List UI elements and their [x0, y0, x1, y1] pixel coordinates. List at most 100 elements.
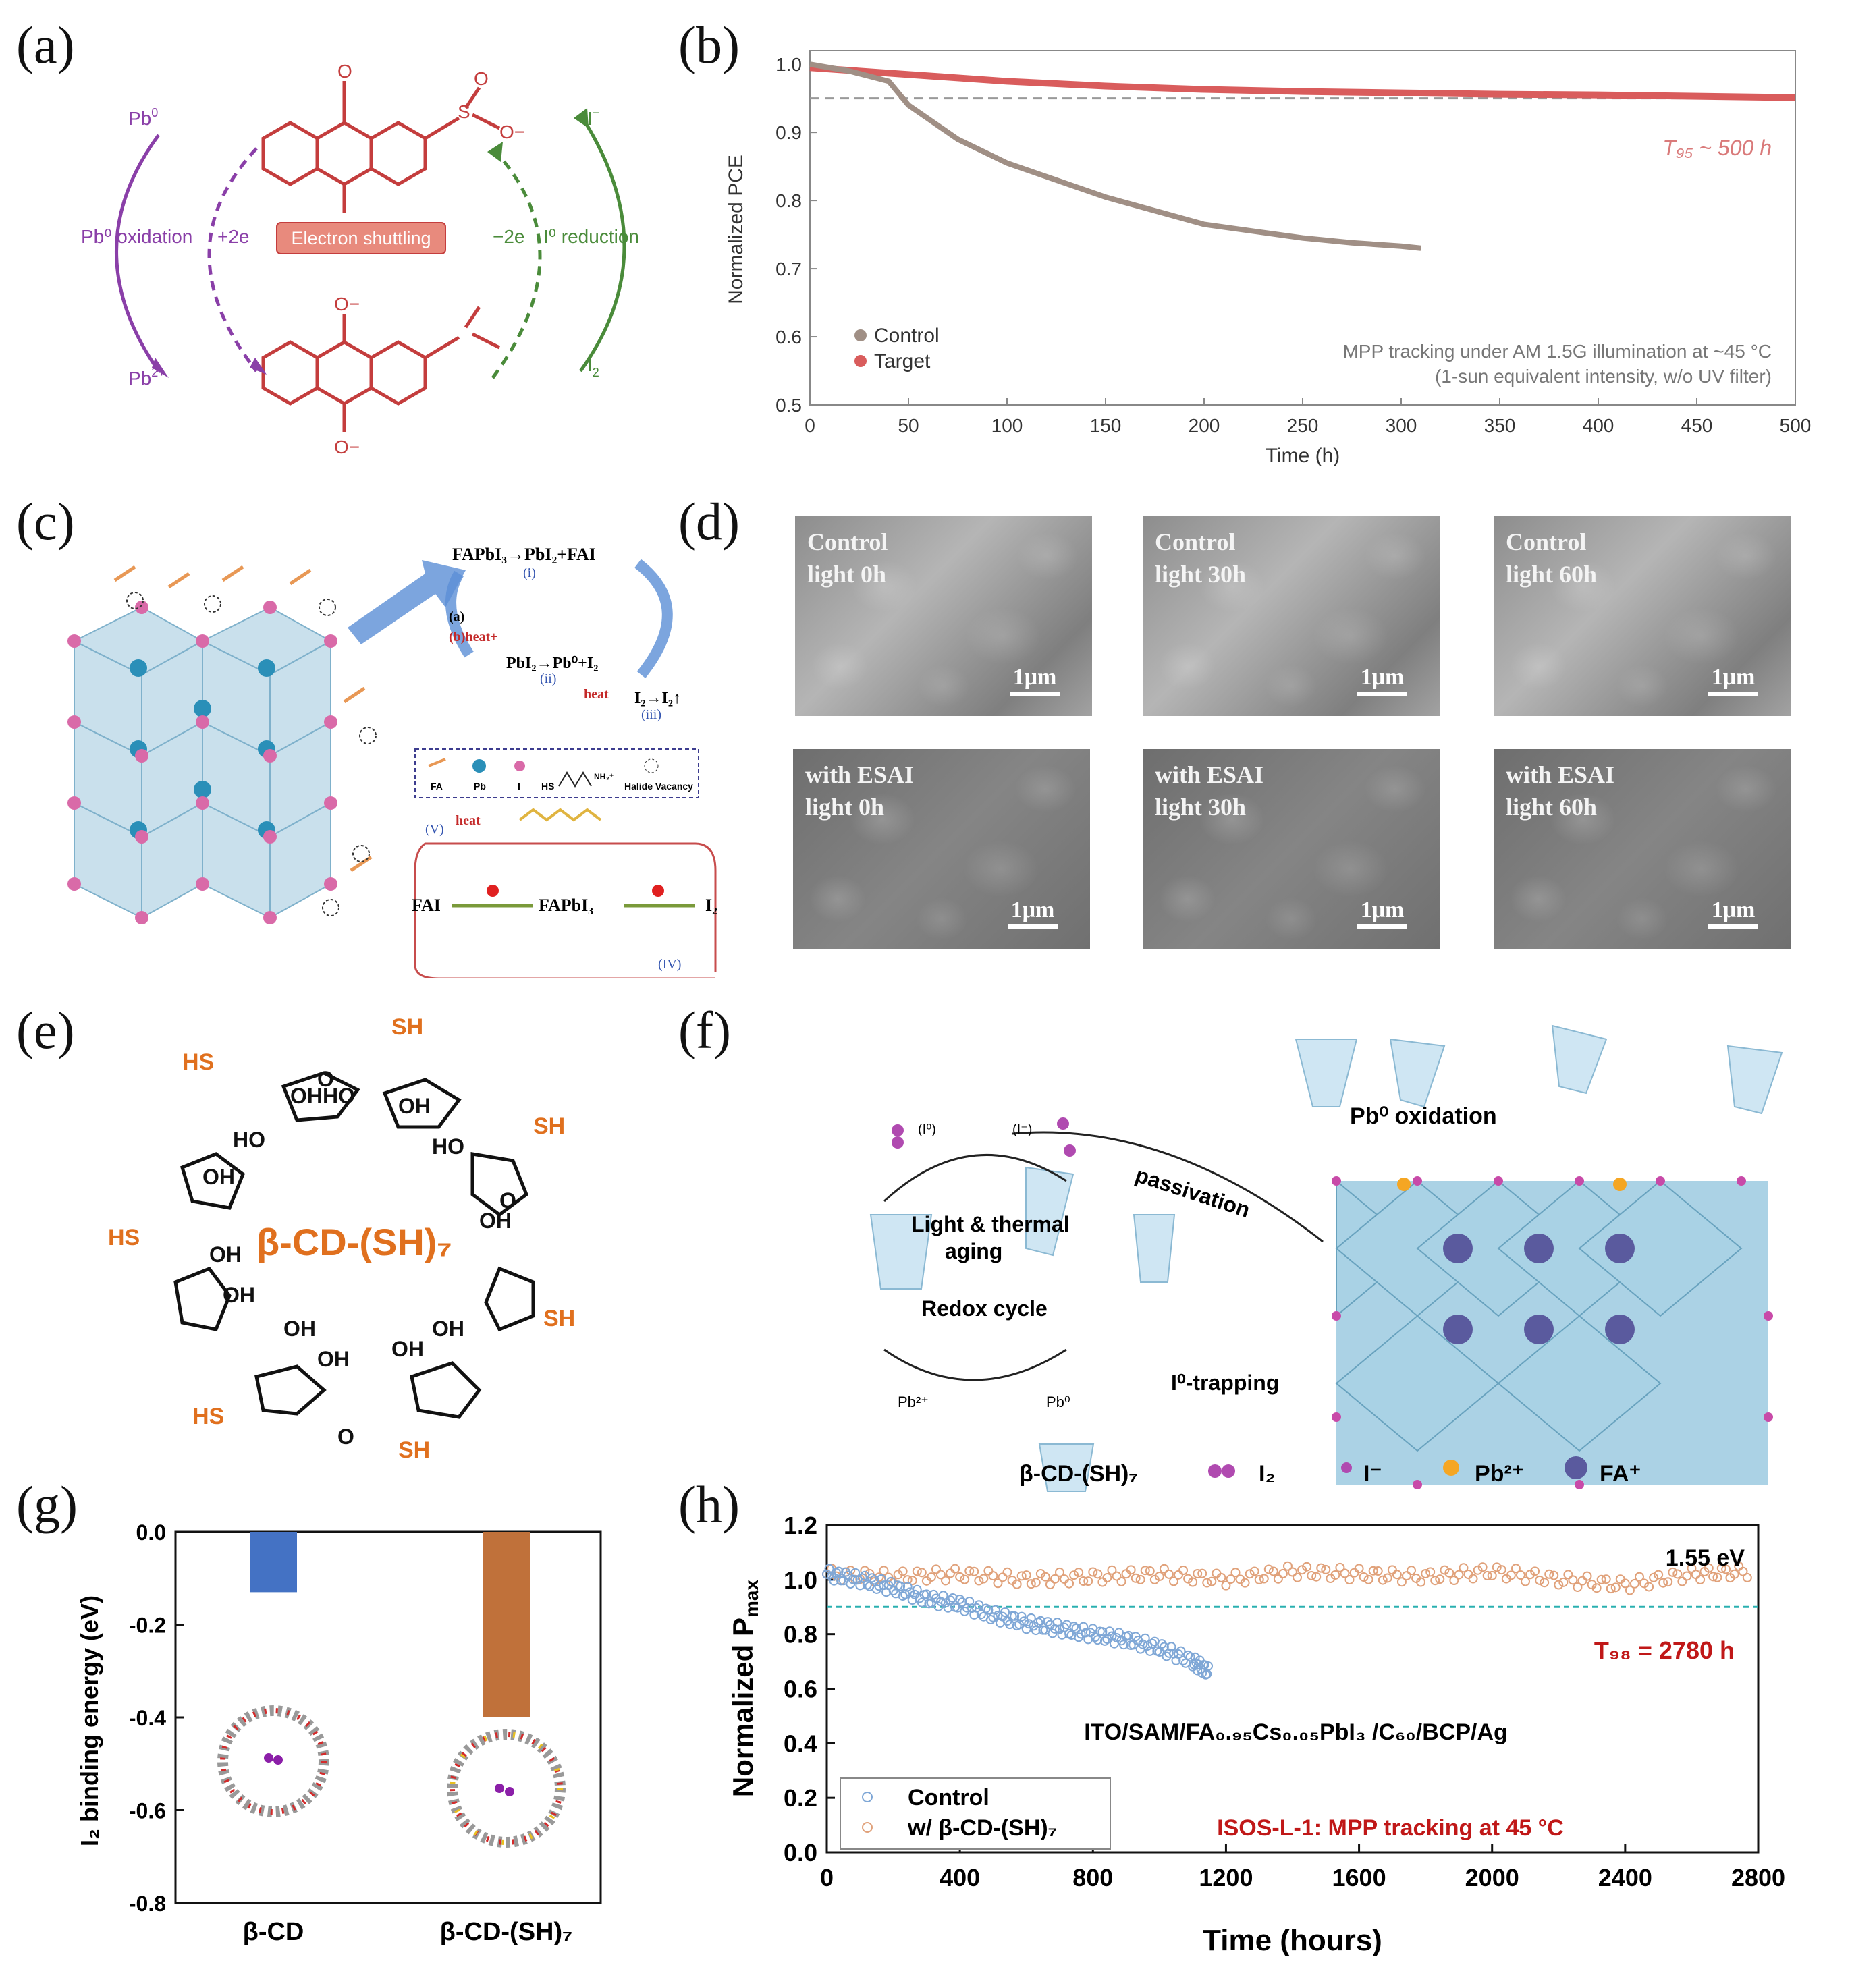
y-tick-label: 0.6 [776, 327, 802, 348]
legend-control-label: Control [908, 1785, 989, 1811]
data-point [1601, 1574, 1611, 1584]
data-point [1378, 1575, 1388, 1585]
data-point [1202, 1578, 1212, 1588]
iminus-label: (I⁻) [1012, 1122, 1032, 1137]
data-point [931, 1564, 941, 1574]
sh-label: SH [398, 1437, 430, 1463]
i0-label: (I⁰) [918, 1122, 936, 1137]
sh-label: SH [543, 1306, 575, 1331]
o-minus-bottom-label: O− [334, 437, 360, 458]
x-tick-label: 100 [991, 415, 1023, 436]
data-point [1185, 1652, 1195, 1662]
so3-ominus-label: O− [499, 121, 525, 142]
data-point [1672, 1569, 1683, 1579]
y-tick-label: 0.0 [784, 1839, 817, 1867]
y-tick-label: 1.0 [776, 54, 802, 75]
s-label: S [458, 101, 470, 122]
cycle-arrow-bottom [883, 1348, 1067, 1381]
legend-target-label: Target [874, 350, 931, 372]
data-point [1468, 1574, 1478, 1584]
data-point [1492, 1562, 1502, 1572]
data-point [1135, 1574, 1145, 1584]
data-point [1382, 1573, 1392, 1583]
data-point [1114, 1628, 1124, 1638]
data-point [1203, 1661, 1214, 1671]
x-tick-label: 2400 [1598, 1864, 1652, 1892]
data-point [1226, 1574, 1236, 1584]
x-tick-label: 350 [1484, 415, 1516, 436]
data-point [1335, 1562, 1345, 1572]
electron-shuttling-label: Electron shuttling [291, 228, 431, 248]
isos-protocol-label: ISOS-L-1: MPP tracking at 45 °C [1217, 1815, 1564, 1841]
legend-nh3-label: NH₃⁺ [594, 772, 614, 781]
sem-label-line1: with ESAI [1506, 761, 1615, 788]
data-point [846, 1579, 856, 1589]
sem-control-0h: Control light 0h 1μm [795, 516, 1092, 716]
sem-label-line2: light 0h [807, 561, 887, 588]
data-point [1230, 1568, 1241, 1578]
x-category-label: β-CD [243, 1918, 304, 1946]
data-point [1549, 1570, 1559, 1580]
legend-iminus-label: I⁻ [1363, 1461, 1382, 1487]
data-point [1359, 1572, 1369, 1582]
data-point [1010, 1611, 1020, 1621]
data-point [1354, 1564, 1364, 1574]
data-point [1119, 1640, 1129, 1650]
data-point [960, 1574, 970, 1584]
data-point [1050, 1574, 1060, 1584]
iv-tag: (IV) [658, 957, 681, 972]
x-category-label: β-CD-(SH)₇ [440, 1918, 573, 1946]
x-tick-label: 800 [1072, 1864, 1113, 1892]
scale-bar-label: 1μm [1360, 898, 1405, 922]
data-point [1610, 1582, 1621, 1593]
data-point [1193, 1659, 1203, 1669]
data-point [907, 1576, 917, 1586]
i2-label: I₂ [705, 895, 717, 915]
data-point [1005, 1620, 1015, 1630]
light-thermal-label: Light & thermal [911, 1212, 1070, 1236]
data-point [874, 1572, 884, 1582]
bar [483, 1532, 530, 1717]
data-point [1530, 1566, 1540, 1576]
panel-c-degradation: FAPbI₃→PbI₂+FAI (i) (a) (b)heat+ PbI₂→Pb… [67, 545, 717, 978]
data-point [921, 1589, 931, 1599]
oh-label: OH [283, 1317, 316, 1341]
panel-label-c: (c) [16, 492, 75, 551]
data-point [1254, 1574, 1264, 1584]
data-point [1535, 1575, 1545, 1585]
legend-pb2-icon [1443, 1460, 1459, 1476]
data-point [1216, 1572, 1226, 1582]
data-point [1454, 1570, 1464, 1580]
data-point [1311, 1572, 1322, 1582]
panel-label-b: (b) [678, 16, 740, 74]
data-point [1026, 1579, 1036, 1589]
sem-esai-0h: with ESAI light 0h 1μm [793, 749, 1090, 949]
legend-i2-icon [1208, 1464, 1222, 1478]
data-point [926, 1572, 936, 1582]
t95-annotation: T₉₅ ~ 500 h [1662, 136, 1772, 160]
y-tick-label: 0.8 [784, 1621, 817, 1649]
x-tick-label: 2000 [1465, 1864, 1519, 1892]
b-label: (b)heat+ [449, 630, 498, 644]
hs-label: HS [182, 1049, 214, 1075]
data-point [1104, 1626, 1114, 1636]
data-point [1035, 1616, 1045, 1626]
anthraquinone-sulfonate-bottom [261, 306, 501, 432]
bcdsh-model-icon [447, 1729, 566, 1848]
scale-bar [1708, 692, 1758, 696]
panel-f-mechanism: Pb⁰ oxidation passivation Light & therma… [869, 1024, 1783, 1492]
data-point [955, 1572, 965, 1582]
data-point [1069, 1570, 1079, 1580]
data-point [955, 1594, 965, 1604]
ohho-label: OHHO [290, 1084, 355, 1108]
pb-oxidation-label: Pb⁰ oxidation [81, 226, 192, 247]
data-point [1159, 1564, 1169, 1574]
data-point [876, 1574, 886, 1584]
i-reduction-arrow [578, 113, 626, 372]
vacancy-legend-icon [644, 758, 659, 773]
data-point [1421, 1568, 1431, 1578]
data-point [1178, 1655, 1189, 1665]
i-reduction-label: I⁰ reduction [543, 226, 639, 247]
sem-control-60h: Control light 60h 1μm [1494, 516, 1791, 716]
pb0-oxidation-label: Pb⁰ oxidation [1350, 1103, 1497, 1129]
